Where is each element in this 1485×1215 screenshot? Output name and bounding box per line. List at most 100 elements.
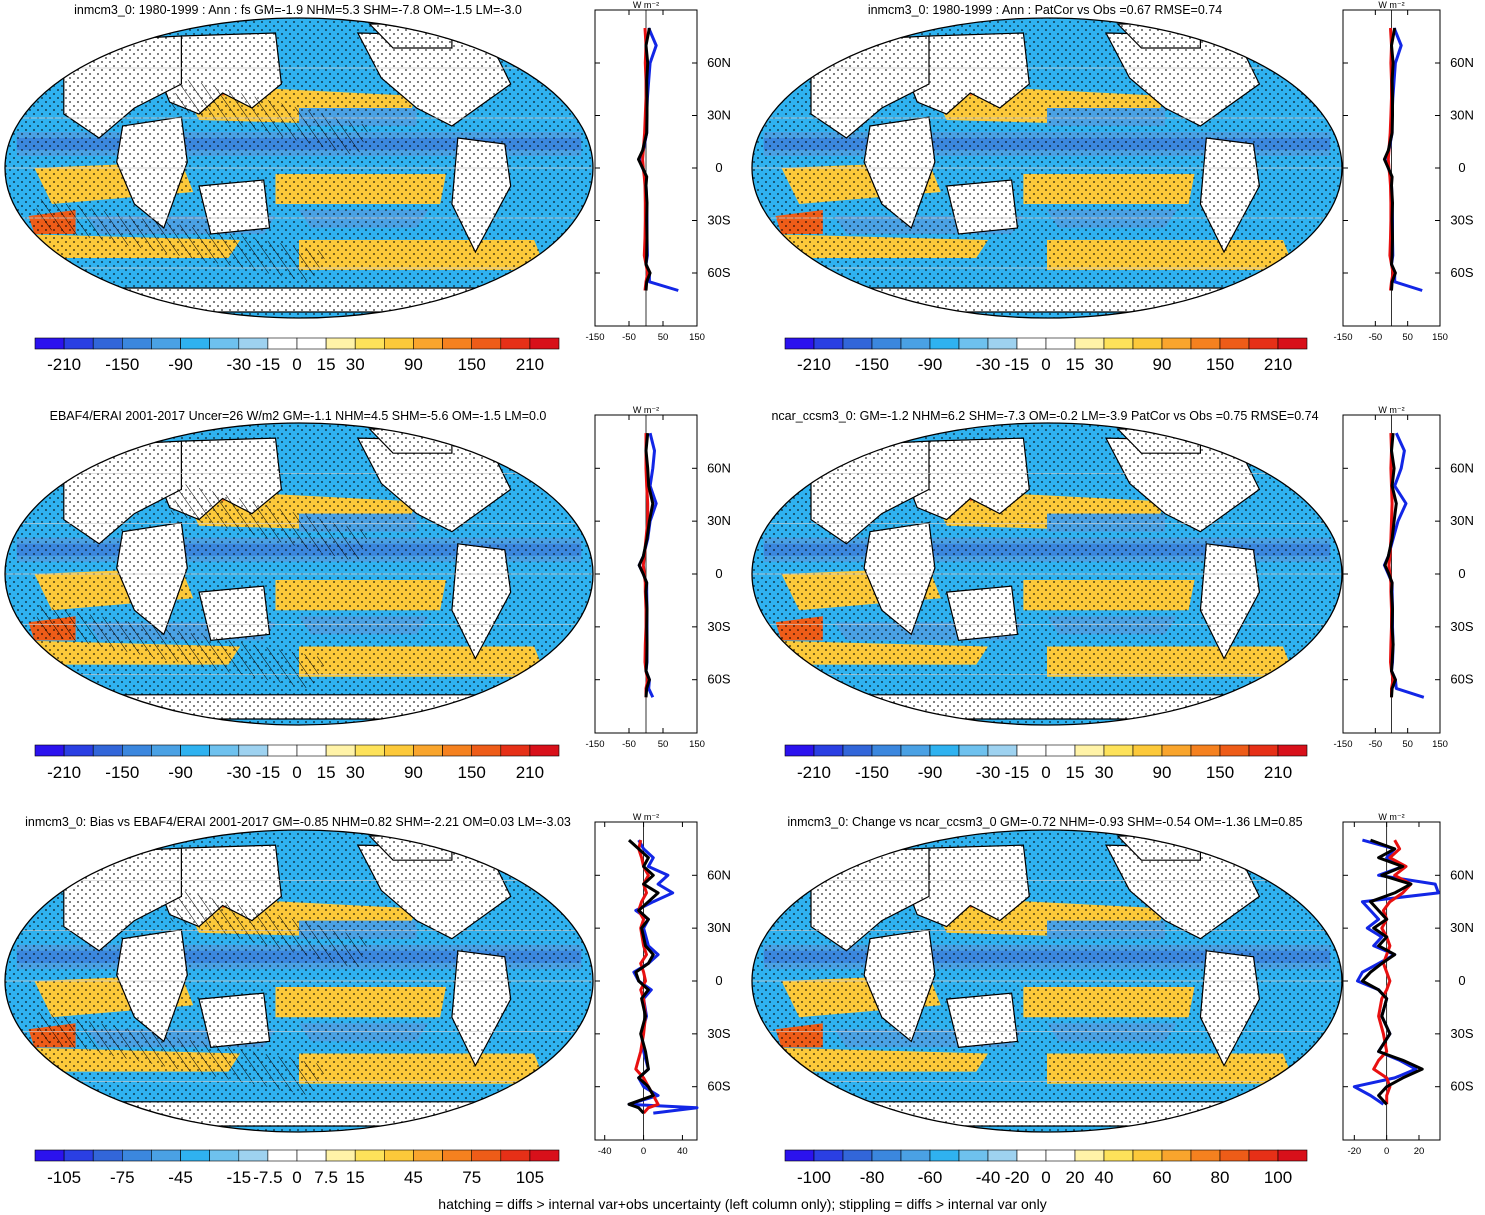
colorbar-label: -30 xyxy=(976,763,1001,782)
colorbar-label: -15 xyxy=(227,1168,252,1187)
zonal-lat-label: 0 xyxy=(715,566,722,581)
colorbar-swatch xyxy=(784,744,815,757)
zonal-lat-label: 30S xyxy=(1450,213,1473,228)
zonal-x-label: 50 xyxy=(658,332,669,343)
colorbar-label: 7.5 xyxy=(314,1168,338,1187)
zonal-lat-label: 30N xyxy=(707,920,731,935)
zonal-lat-label: 0 xyxy=(1458,973,1465,988)
zonal-units: W m⁻² xyxy=(1378,812,1404,822)
colorbar-label: -210 xyxy=(797,763,831,782)
colorbar-swatch xyxy=(325,744,356,757)
zonal-lat-label: 60N xyxy=(1450,867,1474,882)
zonal-units: W m⁻² xyxy=(1378,0,1404,10)
colorbar-swatch xyxy=(325,337,356,350)
colorbar-label: -15 xyxy=(256,355,281,374)
zonal-lat-label: 30S xyxy=(707,619,730,634)
panel-3: EBAF4/ERAI 2001-2017 Uncer=26 W/m2 GM=-1… xyxy=(4,405,731,782)
colorbar-swatch xyxy=(784,337,815,350)
colorbar-label: 30 xyxy=(1095,763,1114,782)
zonal-x-label: -50 xyxy=(622,332,636,343)
colorbar-swatch xyxy=(296,337,327,350)
zonal-lat-label: 60N xyxy=(707,460,731,475)
zonal-x-label: -50 xyxy=(622,739,636,750)
colorbar-swatch xyxy=(500,337,531,350)
map-border xyxy=(4,829,594,1133)
colorbar-label: -150 xyxy=(105,355,139,374)
zonal-series-red xyxy=(1372,839,1413,1105)
colorbar-label: -150 xyxy=(105,763,139,782)
colorbar-label: 90 xyxy=(404,763,423,782)
colorbar-label: -45 xyxy=(168,1168,193,1187)
colorbar-swatch xyxy=(987,744,1018,757)
colorbar-swatch xyxy=(987,337,1018,350)
colorbar-swatch xyxy=(1045,744,1076,757)
zonal-lat-label: 60S xyxy=(707,265,730,280)
zonal-x-label: -40 xyxy=(598,1146,612,1157)
colorbar-label: 60 xyxy=(1153,1168,1172,1187)
colorbar-swatch xyxy=(958,1149,989,1162)
colorbar-swatch xyxy=(151,1149,181,1162)
colorbar-swatch xyxy=(354,337,385,350)
colorbar-label: 210 xyxy=(516,355,544,374)
colorbar-swatch xyxy=(180,337,211,350)
colorbar-label: 15 xyxy=(317,355,336,374)
panel-title: ncar_ccsm3_0: GM=-1.2 NHM=6.2 SHM=-7.3 O… xyxy=(771,409,1318,423)
colorbar-swatch xyxy=(1074,337,1105,350)
map-hatching xyxy=(34,198,329,282)
colorbar-label: 210 xyxy=(1264,355,1292,374)
map-field xyxy=(752,18,1342,318)
map-border xyxy=(4,17,594,319)
colorbar-swatch xyxy=(34,744,65,757)
zonal-x-label: 150 xyxy=(689,332,705,343)
colorbar-swatch xyxy=(529,744,560,757)
colorbar-label: 30 xyxy=(346,763,365,782)
colorbar-swatch xyxy=(784,1149,815,1162)
colorbar-label: -75 xyxy=(110,1168,135,1187)
zonal-lat-label: 30N xyxy=(1450,920,1474,935)
colorbar-swatch xyxy=(1045,1149,1076,1162)
zonal-units: W m⁻² xyxy=(633,0,659,10)
zonal-units: W m⁻² xyxy=(633,405,659,415)
colorbar-swatch xyxy=(958,744,989,757)
colorbar-swatch xyxy=(296,1149,327,1162)
colorbar-label: -90 xyxy=(918,355,943,374)
colorbar-label: 0 xyxy=(292,1168,301,1187)
zonal-x-label: 20 xyxy=(1414,1146,1425,1157)
zonal-lat-label: 0 xyxy=(1458,566,1465,581)
zonal-lat-label: 60S xyxy=(707,672,730,687)
zonal-x-label: -50 xyxy=(1368,739,1382,750)
colorbar-swatch xyxy=(34,337,65,350)
zonal-lat-label: 0 xyxy=(715,160,722,175)
map-hatching xyxy=(169,890,370,969)
colorbar-swatch xyxy=(1016,1149,1047,1162)
colorbar: -105 -75 -45 -15 -7.5 0 7.5 15 45 75 105 xyxy=(34,1149,560,1187)
colorbar-label: 0 xyxy=(1041,1168,1050,1187)
panel-6: inmcm3_0: Change vs ncar_ccsm3_0 GM=-0.7… xyxy=(751,812,1474,1187)
colorbar-swatch xyxy=(813,337,844,350)
zonal-lat-label: 0 xyxy=(1458,160,1465,175)
colorbar-swatch xyxy=(1103,744,1134,757)
colorbar-label: -80 xyxy=(860,1168,885,1187)
colorbar-swatch xyxy=(122,337,152,350)
colorbar-swatch xyxy=(529,1149,560,1162)
zonal-lat-label: 0 xyxy=(715,973,722,988)
colorbar-swatch xyxy=(813,1149,844,1162)
zonal-lat-label: 30S xyxy=(1450,1026,1473,1041)
zonal-series-black xyxy=(627,838,660,1115)
colorbar-label: -100 xyxy=(797,1168,831,1187)
zonal-x-label: 50 xyxy=(658,739,669,750)
colorbar-swatch xyxy=(471,337,502,350)
colorbar-swatch xyxy=(122,1149,152,1162)
zonal-units: W m⁻² xyxy=(633,812,659,822)
colorbar-swatch xyxy=(209,337,240,350)
colorbar-swatch xyxy=(987,1149,1018,1162)
colorbar-swatch xyxy=(471,744,502,757)
colorbar-label: -15 xyxy=(1005,763,1030,782)
colorbar-swatch xyxy=(471,1149,502,1162)
colorbar-label: 150 xyxy=(458,763,486,782)
colorbar-label: -7.5 xyxy=(253,1168,282,1187)
colorbar-label: 105 xyxy=(516,1168,544,1187)
colorbar-label: 15 xyxy=(317,763,336,782)
colorbar-swatch xyxy=(929,744,960,757)
